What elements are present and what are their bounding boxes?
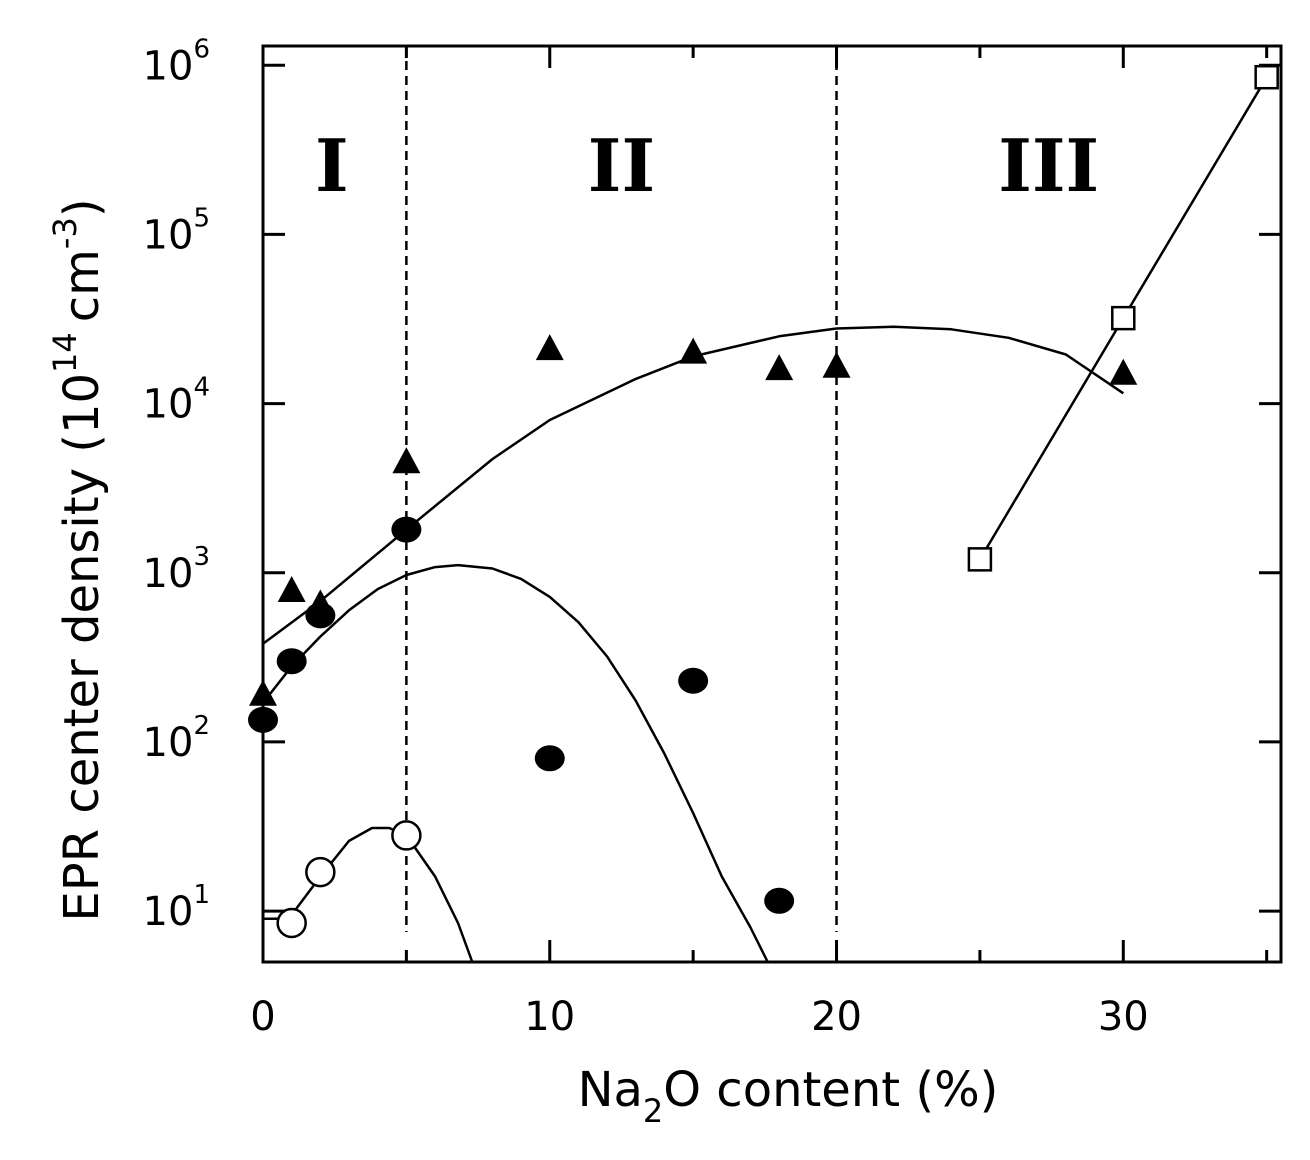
x-tick-label: 0 (250, 994, 275, 1040)
y-tick-label: 104 (143, 373, 210, 428)
open-circle-marker (391, 820, 422, 851)
data-markers (248, 64, 1279, 939)
open-square-marker (967, 547, 993, 572)
open-square-marker (1254, 64, 1279, 90)
y-tick-label: 102 (143, 711, 210, 766)
region-labels: I II III (315, 123, 1099, 208)
filled-circle-marker (276, 648, 307, 675)
x-axis-title: Na2O content (%) (578, 1062, 999, 1130)
x-tick-label: 10 (524, 994, 575, 1040)
region-label: III (998, 123, 1099, 208)
triangle-marker (765, 354, 794, 381)
y-tick-label: 101 (143, 880, 210, 935)
triangle-marker (1109, 358, 1138, 385)
open-circle-marker (276, 907, 307, 939)
region-label: II (588, 123, 655, 208)
x-tick-label: 30 (1098, 994, 1149, 1040)
fit-curve-filled-circle (262, 563, 769, 963)
x-tick-label: 20 (811, 994, 862, 1040)
filled-circle-marker (391, 516, 422, 543)
triangle-marker (535, 334, 564, 361)
y-tick-label: 106 (143, 34, 210, 89)
triangle-marker (822, 351, 851, 378)
filled-circle-marker (678, 667, 709, 694)
region-label: I (315, 123, 349, 208)
axes: 0 10 20 30 101 102 103 104 105 106 (143, 34, 1281, 1040)
region-boundaries (405, 46, 838, 932)
triangle-marker (679, 337, 708, 364)
triangle-marker (392, 447, 421, 474)
filled-circle-marker (534, 745, 565, 772)
y-tick-label: 103 (143, 542, 210, 597)
filled-circle-marker (764, 887, 795, 914)
open-circle-marker (305, 856, 336, 888)
y-tick-label: 105 (143, 203, 210, 258)
fit-curve-open-circle (263, 826, 474, 963)
y-axis-title: EPR center density (1014cm-3) (46, 198, 110, 921)
plot-frame (261, 44, 1283, 964)
fit-curve-filled-triangle (262, 325, 1125, 645)
triangle-marker (277, 576, 306, 603)
open-square-marker (1111, 305, 1136, 331)
filled-circle-marker (305, 602, 336, 629)
